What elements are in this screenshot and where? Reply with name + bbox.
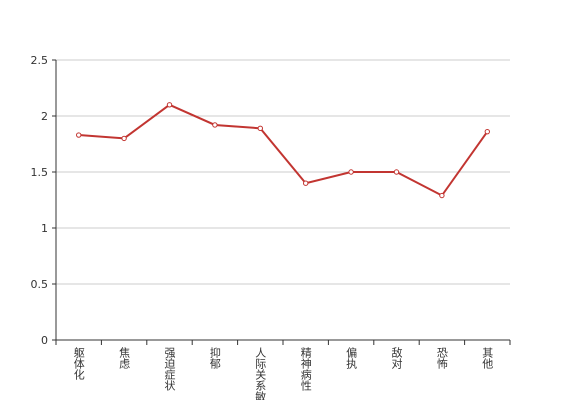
y-tick-label: 1 — [41, 222, 48, 235]
y-tick-label: 2 — [41, 110, 48, 123]
x-tick-label: 人际关系敏感 — [254, 347, 267, 400]
x-tick-label: 精神病性 — [299, 347, 312, 392]
y-tick-label: 2.5 — [31, 54, 49, 67]
point — [212, 122, 218, 128]
y-tick-label: 1.5 — [31, 166, 49, 179]
point — [166, 102, 173, 108]
point — [484, 128, 490, 135]
y-tick-label: 0.5 — [31, 278, 49, 291]
x-tick-label: 焦虑 — [118, 347, 131, 369]
line — [78, 103, 489, 197]
point — [348, 169, 354, 175]
x-tick-label: 抑郁 — [208, 346, 221, 369]
y-tick-label: 0 — [41, 334, 48, 347]
point — [76, 132, 82, 138]
point — [257, 125, 263, 132]
x-tick-label: 恐怖 — [435, 347, 448, 369]
point — [303, 180, 309, 186]
x-tick-label: 其他 — [481, 347, 494, 369]
x-tick-label: 偏执 — [345, 346, 358, 370]
point — [393, 169, 400, 175]
x-tick-label: 强迫症状 — [163, 347, 176, 391]
x-tick-label: 敌对 — [390, 346, 403, 369]
x-tick-label: 躯体化 — [72, 347, 85, 381]
point — [439, 192, 445, 199]
point — [121, 135, 127, 142]
